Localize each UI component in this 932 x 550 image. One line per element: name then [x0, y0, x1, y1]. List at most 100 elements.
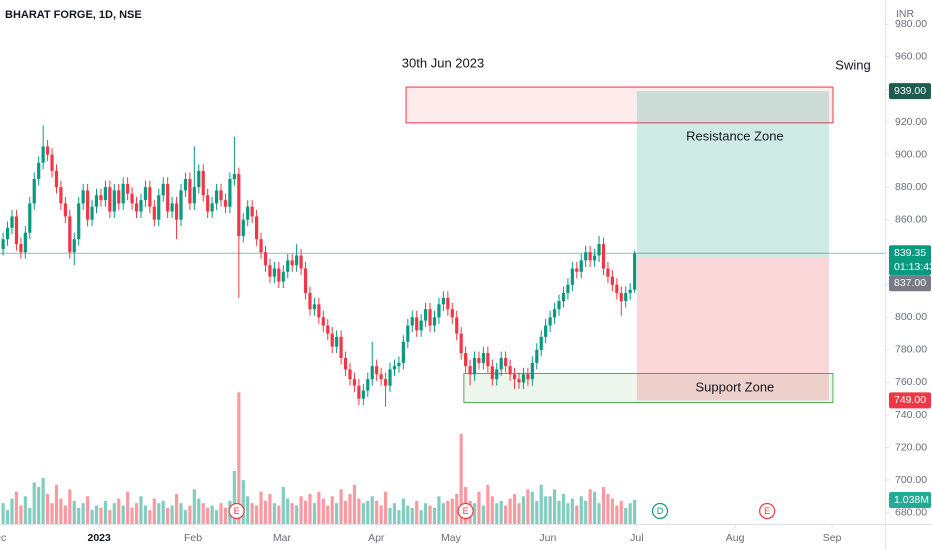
- volume-bar: [255, 505, 259, 524]
- candle-body: [94, 195, 99, 207]
- volume-bar: [526, 489, 530, 524]
- candle-body: [539, 336, 543, 350]
- x-tick-label: May: [441, 532, 462, 544]
- candle-body: [335, 336, 339, 347]
- candle-body: [406, 325, 410, 342]
- x-tick-label: Mar: [273, 532, 292, 544]
- candle-body: [437, 304, 441, 318]
- candle-body: [286, 260, 290, 272]
- candle-body: [535, 349, 539, 363]
- volume-bar: [330, 496, 334, 524]
- volume-bar: [477, 491, 481, 524]
- candle-body: [450, 309, 454, 318]
- candle-body: [561, 292, 566, 302]
- candle-body: [366, 379, 370, 391]
- candle-body: [410, 317, 414, 326]
- volume-bar: [170, 505, 174, 524]
- candle-body: [544, 325, 548, 337]
- volume-bar: [197, 498, 201, 524]
- volume-bar: [561, 493, 566, 524]
- volume-bar: [143, 505, 148, 524]
- volume-bar: [521, 496, 526, 524]
- volume-bar: [392, 503, 397, 524]
- volume-bar: [512, 493, 517, 524]
- candle-body: [455, 317, 459, 334]
- target-price-label: [889, 83, 931, 100]
- x-tick-label: Jul: [630, 532, 643, 544]
- candle-body: [259, 239, 263, 253]
- target-price-label-text: 939.00: [894, 85, 926, 97]
- volume-bar: [481, 505, 486, 524]
- volume-bar: [437, 496, 441, 524]
- volume-bar: [597, 503, 601, 524]
- volume-bar: [432, 507, 437, 524]
- candle-body: [32, 179, 36, 204]
- candle-body: [628, 289, 632, 293]
- candle-body: [357, 385, 361, 399]
- event-marker: [651, 502, 669, 520]
- volume-bar: [281, 487, 285, 524]
- volume-bar: [192, 489, 196, 524]
- candle-body: [232, 174, 236, 180]
- event-label: E: [764, 506, 770, 516]
- volume-label-text: 1.038M: [894, 494, 929, 506]
- candle-body: [179, 190, 183, 220]
- candle-body: [277, 268, 281, 282]
- candle-body: [579, 260, 583, 272]
- volume-bar: [130, 507, 134, 524]
- candle-body: [548, 317, 552, 326]
- candle-body: [223, 200, 228, 207]
- volume-bar: [290, 503, 294, 524]
- candle-body: [77, 203, 81, 240]
- volume-bar: [246, 496, 250, 524]
- y-tick-label: 960.00: [895, 51, 927, 63]
- candle-body: [508, 366, 512, 375]
- candle-body: [592, 255, 597, 261]
- volume-bar: [201, 503, 205, 524]
- volume-bar: [570, 498, 574, 524]
- zone: [463, 372, 834, 403]
- event-marker: [759, 502, 776, 520]
- candle-body: [41, 146, 45, 163]
- volume-bar: [624, 507, 628, 524]
- volume-bar: [50, 503, 54, 524]
- candle-body: [157, 195, 161, 220]
- zone-label: Resistance Zone: [686, 128, 784, 143]
- volume-bar: [23, 496, 27, 524]
- candle-body: [601, 244, 606, 269]
- candle-body: [557, 301, 561, 310]
- candle-body: [379, 374, 383, 380]
- candle-body: [308, 292, 312, 310]
- volume-bar: [490, 496, 494, 524]
- zone: [405, 86, 834, 124]
- candle-body: [397, 362, 401, 367]
- candle-body: [432, 317, 437, 326]
- volume-bar: [415, 500, 419, 524]
- x-tick-label: Aug: [726, 532, 745, 544]
- candle-body: [481, 353, 486, 363]
- x-tick-label: Dec: [0, 532, 6, 544]
- candle-body: [23, 232, 27, 253]
- volume-bar: [32, 482, 36, 524]
- volume-bar: [263, 500, 268, 524]
- candle-body: [375, 366, 379, 375]
- zone-label: Support Zone: [696, 379, 775, 394]
- volume-label: [889, 492, 931, 509]
- candle-body: [170, 203, 174, 212]
- candle-body: [188, 179, 192, 204]
- candle-body: [312, 304, 317, 310]
- volume-bar: [375, 500, 379, 524]
- volume-bar: [223, 507, 228, 524]
- y-tick-label: 720.00: [895, 441, 927, 453]
- candle-body: [624, 292, 628, 302]
- candle-body: [281, 271, 285, 282]
- candle-body: [59, 187, 63, 204]
- volume-bar: [406, 505, 410, 524]
- candle-body: [566, 284, 570, 293]
- candle-body: [495, 369, 499, 380]
- candle-body: [130, 193, 134, 204]
- candle-body: [263, 252, 268, 266]
- candle-body: [174, 203, 179, 220]
- volume-bar: [1, 503, 5, 524]
